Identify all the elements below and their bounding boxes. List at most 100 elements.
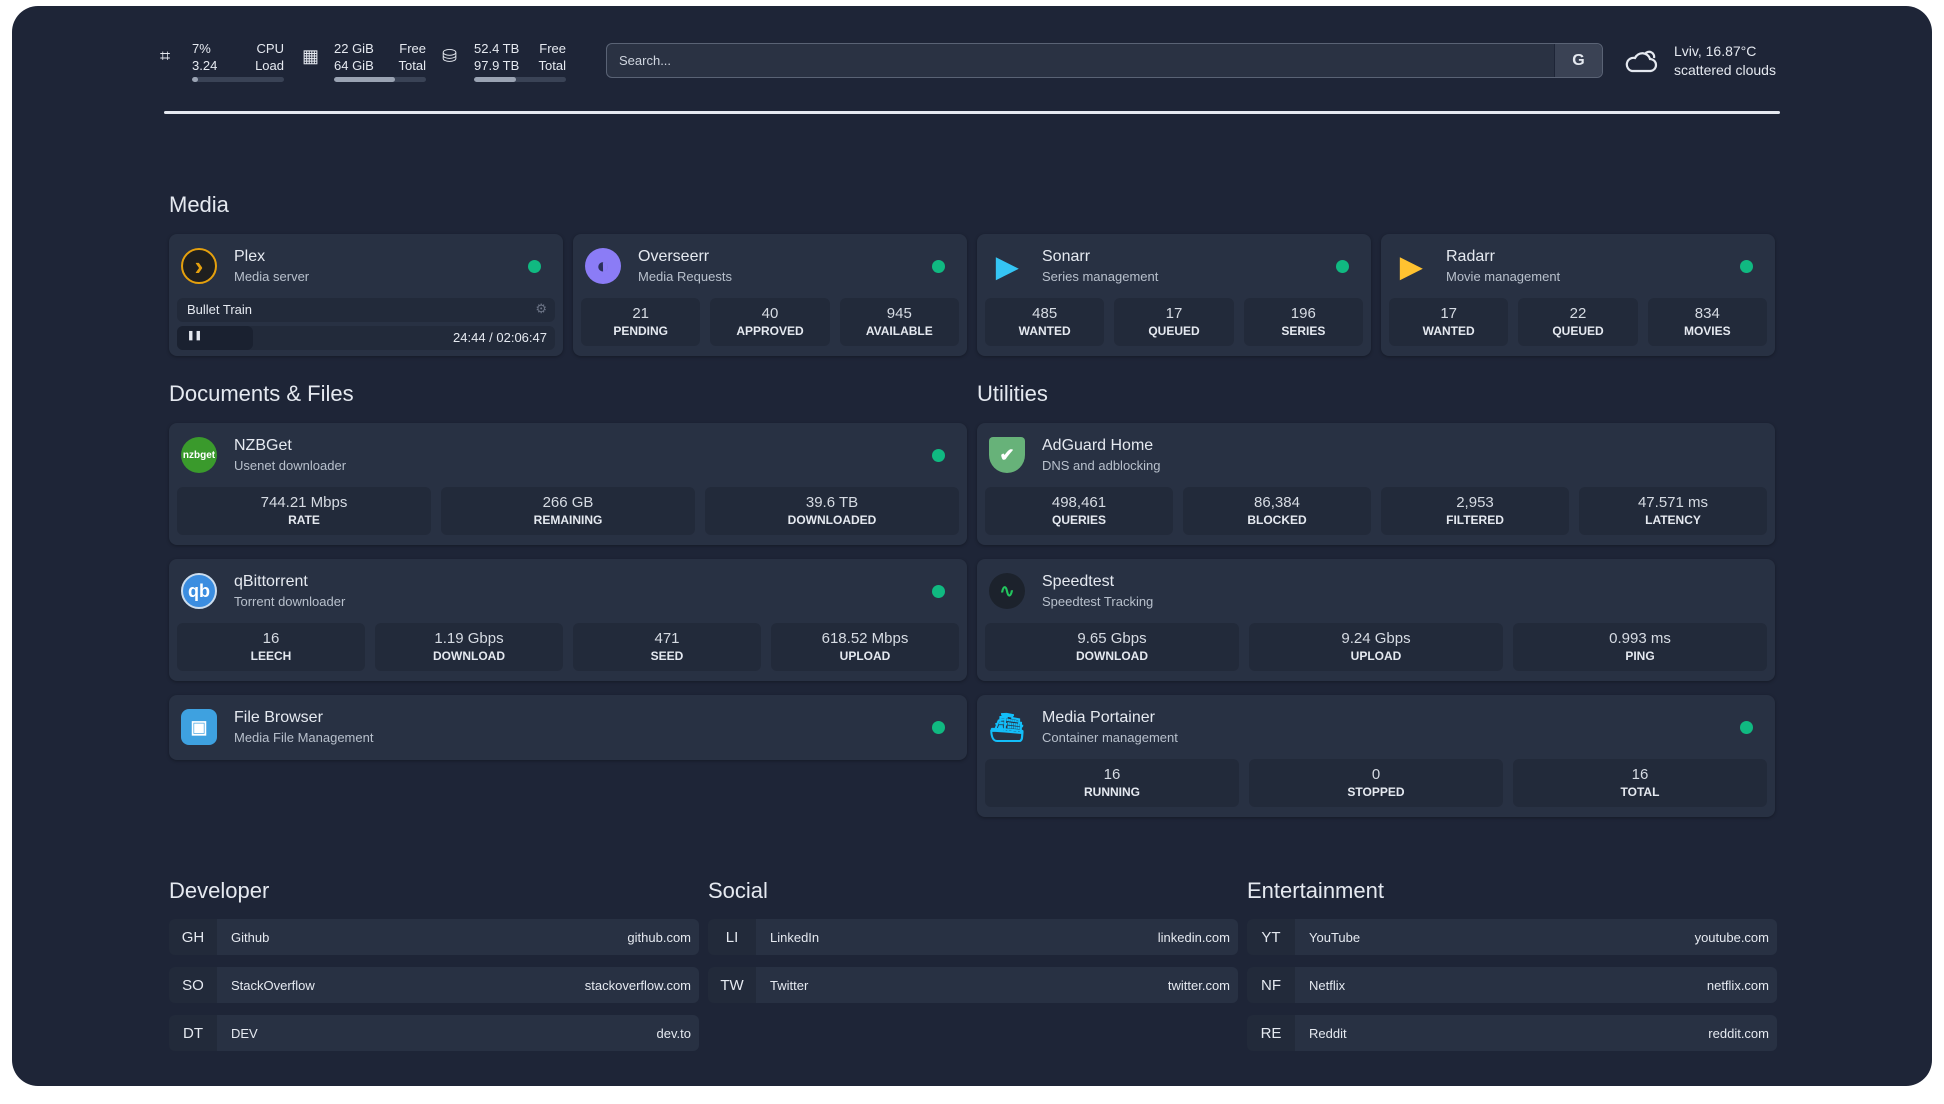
bookmark-name: Twitter bbox=[770, 977, 809, 993]
service-name[interactable]: Overseerr bbox=[638, 248, 710, 265]
status-indicator bbox=[1740, 260, 1753, 273]
bookmark-url: stackoverflow.com bbox=[584, 977, 691, 993]
stat-block: 9.24 Gbps UPLOAD bbox=[1249, 623, 1503, 671]
bookmark-link[interactable]: Github github.com bbox=[217, 919, 699, 955]
stat-label: FILTERED bbox=[1446, 513, 1504, 527]
stat-block: 471 SEED bbox=[573, 623, 761, 671]
bookmark-netflix[interactable]: NF Netflix netflix.com bbox=[1247, 967, 1777, 1003]
stat-label: STOPPED bbox=[1347, 785, 1405, 799]
stats-row: 16 RUNNING 0 STOPPED 16 TOTAL bbox=[985, 759, 1767, 807]
null: CPU Load bbox=[255, 40, 284, 74]
service-name[interactable]: Speedtest bbox=[1042, 573, 1115, 590]
service-description: Usenet downloader bbox=[234, 458, 347, 473]
stat-label: LATENCY bbox=[1645, 513, 1701, 527]
stat-value: 16 bbox=[1103, 766, 1121, 783]
settings-icon[interactable]: ⚙ bbox=[535, 301, 547, 316]
bookmark-name: DEV bbox=[231, 1025, 258, 1041]
service-name[interactable]: Media Portainer bbox=[1042, 709, 1155, 726]
stat-block: 0 STOPPED bbox=[1249, 759, 1503, 807]
service-description: Movie management bbox=[1446, 269, 1561, 284]
service-name[interactable]: Sonarr bbox=[1042, 248, 1091, 265]
stat-value: 16 bbox=[262, 630, 280, 647]
stat-block: 17 QUEUED bbox=[1114, 298, 1234, 346]
service-name[interactable]: NZBGet bbox=[234, 437, 292, 454]
stat-label: PING bbox=[1625, 649, 1655, 663]
now-playing: Bullet Train ⚙ ❚❚ 24:44 / 02:06:47 bbox=[177, 298, 555, 350]
bookmark-stackoverflow[interactable]: SO StackOverflow stackoverflow.com bbox=[169, 967, 699, 1003]
stat-label: PENDING bbox=[613, 324, 668, 338]
playback-progress[interactable]: ❚❚ 24:44 / 02:06:47 bbox=[177, 326, 555, 350]
pause-icon[interactable]: ❚❚ bbox=[187, 330, 203, 340]
stat-block: 266 GB REMAINING bbox=[441, 487, 695, 535]
service-card-nzbget[interactable]: nzbget NZBGet Usenet downloader 744.21 Mbps… bbox=[169, 423, 967, 545]
service-card-file-browser[interactable]: ▣ File Browser Media File Management bbox=[169, 695, 967, 760]
stat-block: 744.21 Mbps RATE bbox=[177, 487, 431, 535]
bookmark-link[interactable]: StackOverflow stackoverflow.com bbox=[217, 967, 699, 1003]
service-name[interactable]: Radarr bbox=[1446, 248, 1495, 265]
bookmark-url: dev.to bbox=[656, 1025, 691, 1041]
stat-block: 17 WANTED bbox=[1389, 298, 1509, 346]
cpu-label-1: CPU bbox=[256, 41, 284, 56]
section-title-docs: Documents & Files bbox=[169, 381, 354, 406]
service-description: Media Requests bbox=[638, 269, 732, 284]
bookmark-name: StackOverflow bbox=[231, 977, 315, 993]
bookmark-link[interactable]: Twitter twitter.com bbox=[756, 967, 1238, 1003]
bookmark-link[interactable]: Netflix netflix.com bbox=[1295, 967, 1777, 1003]
bookmark-reddit[interactable]: RE Reddit reddit.com bbox=[1247, 1015, 1777, 1051]
stat-label: SERIES bbox=[1281, 324, 1326, 338]
search-input[interactable] bbox=[607, 44, 1554, 77]
memory-values: 22 GiB 64 GiB Free Total bbox=[334, 40, 426, 74]
stat-label: QUEUED bbox=[1552, 324, 1604, 338]
bookmark-url: github.com bbox=[627, 929, 691, 945]
bookmark-abbr: RE bbox=[1247, 1015, 1295, 1051]
stat-label: QUEUED bbox=[1148, 324, 1200, 338]
stat-block: 86,384 BLOCKED bbox=[1183, 487, 1371, 535]
status-indicator bbox=[1336, 260, 1349, 273]
stat-value: 16 bbox=[1631, 766, 1649, 783]
bookmark-twitter[interactable]: TW Twitter twitter.com bbox=[708, 967, 1238, 1003]
stat-label: AVAILABLE bbox=[865, 324, 933, 338]
bookmark-dev[interactable]: DT DEV dev.to bbox=[169, 1015, 699, 1051]
stat-label: BLOCKED bbox=[1247, 513, 1307, 527]
cpu-stat: ⌗ 7% 3.24 CPU Load bbox=[160, 40, 284, 82]
service-name[interactable]: File Browser bbox=[234, 709, 323, 726]
stat-value: 17 bbox=[1165, 305, 1183, 322]
bookmark-link[interactable]: YouTube youtube.com bbox=[1295, 919, 1777, 955]
bookmark-link[interactable]: LinkedIn linkedin.com bbox=[756, 919, 1238, 955]
service-card-adguard-home[interactable]: ✔ AdGuard Home DNS and adblocking 498,461 QU… bbox=[977, 423, 1775, 545]
service-name[interactable]: Plex bbox=[234, 248, 266, 265]
service-card-speedtest[interactable]: ∿ Speedtest Speedtest Tracking 9.65 Gbps DOW… bbox=[977, 559, 1775, 681]
bookmark-github[interactable]: GH Github github.com bbox=[169, 919, 699, 955]
service-name[interactable]: qBittorrent bbox=[234, 573, 308, 590]
bookmark-abbr: TW bbox=[708, 967, 756, 1003]
service-card-media-portainer[interactable]: ⛴ Media Portainer Container management 16 RU… bbox=[977, 695, 1775, 817]
service-card-overseerr[interactable]: ◐ Overseerr Media Requests 21 PENDING 40 APPRO… bbox=[573, 234, 967, 356]
bookmark-abbr: DT bbox=[169, 1015, 217, 1051]
disk-values: 52.4 TB 97.9 TB Free Total bbox=[474, 40, 566, 74]
stat-block: 16 RUNNING bbox=[985, 759, 1239, 807]
now-playing-title-text: Bullet Train bbox=[187, 302, 253, 317]
stat-label: DOWNLOAD bbox=[433, 649, 505, 663]
bookmark-linkedin[interactable]: LI LinkedIn linkedin.com bbox=[708, 919, 1238, 955]
stat-value: 40 bbox=[761, 305, 779, 322]
overseerr-icon: ◐ bbox=[585, 248, 621, 284]
qbittorrent-icon: qb bbox=[181, 573, 217, 609]
bookmark-link[interactable]: DEV dev.to bbox=[217, 1015, 699, 1051]
bookmark-link[interactable]: Reddit reddit.com bbox=[1295, 1015, 1777, 1051]
bookmark-url: netflix.com bbox=[1706, 977, 1769, 993]
status-indicator bbox=[528, 260, 541, 273]
service-name[interactable]: AdGuard Home bbox=[1042, 437, 1154, 454]
search-engine-button[interactable]: G bbox=[1554, 44, 1602, 77]
bookmark-youtube[interactable]: YT YouTube youtube.com bbox=[1247, 919, 1777, 955]
stat-value: 1.19 Gbps bbox=[434, 630, 504, 647]
stats-row: 16 LEECH 1.19 Gbps DOWNLOAD 471 SEED 618.52 Mb… bbox=[177, 623, 959, 671]
stat-block: 196 SERIES bbox=[1243, 298, 1363, 346]
service-card-sonarr[interactable]: ▶ Sonarr Series management 485 WANTED 17 QUEUE… bbox=[977, 234, 1371, 356]
stat-label: RATE bbox=[288, 513, 320, 527]
service-card-plex[interactable]: › Plex Media server Bullet Train ⚙ ❚❚ 24:44 / … bbox=[169, 234, 563, 356]
service-card-radarr[interactable]: ▶ Radarr Movie management 17 WANTED 22 QUEUED 8… bbox=[1381, 234, 1775, 356]
now-playing-title: Bullet Train ⚙ bbox=[177, 298, 555, 322]
service-card-qbittorrent[interactable]: qb qBittorrent Torrent downloader 16 LEECH 1.… bbox=[169, 559, 967, 681]
stat-value: 0.993 ms bbox=[1609, 630, 1671, 647]
memory-value-1: 22 GiB bbox=[334, 41, 374, 56]
